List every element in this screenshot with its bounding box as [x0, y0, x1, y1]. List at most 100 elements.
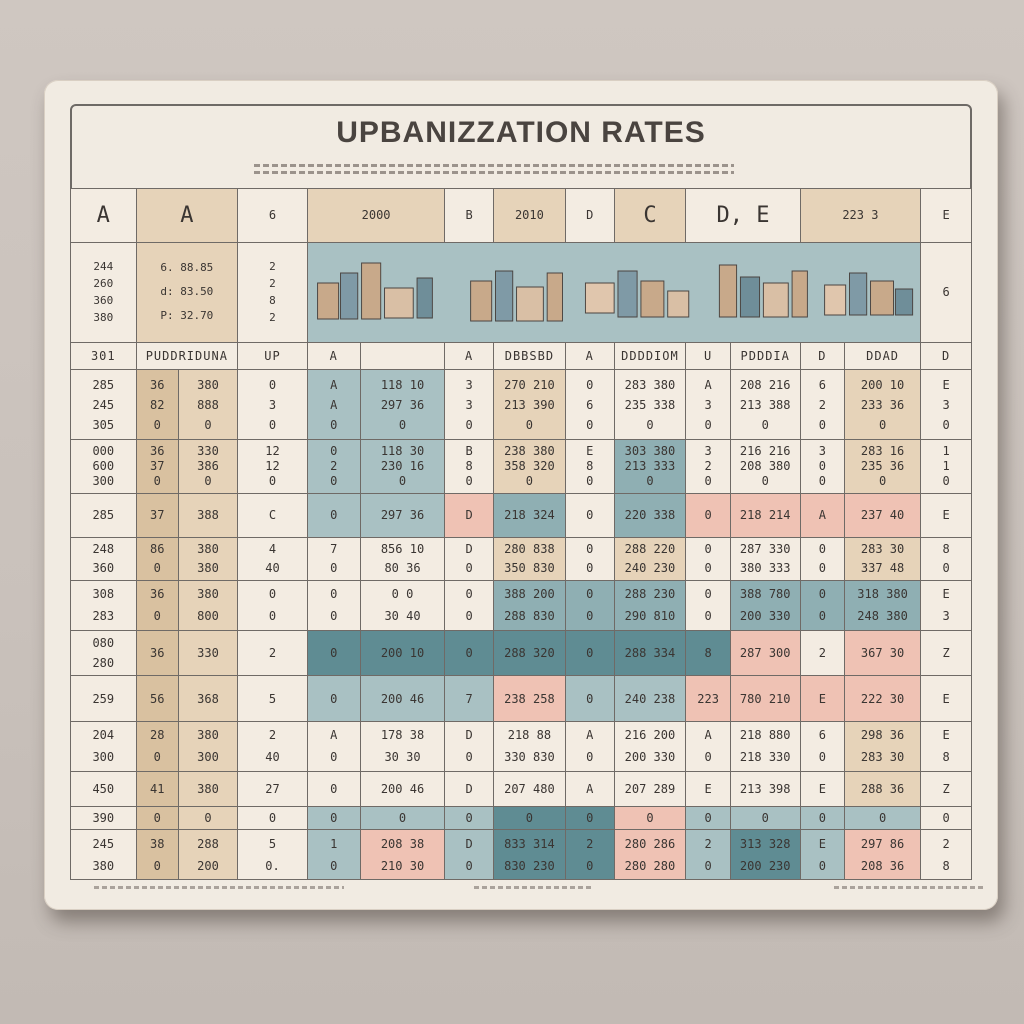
label-cell: D [799, 341, 846, 371]
header-cell: 2010 [492, 188, 566, 243]
table-card: UPBANIZZATION RATES A A 6 2000 B 2010 D … [44, 80, 998, 910]
table-cell: 856 10 80 36 [359, 536, 446, 582]
table-cell: 380 888 0 [177, 369, 239, 441]
table-row: 080 280 36 330 2 0 200 10 0 288 320 0 288 334 8 287… [70, 629, 972, 677]
table-cell: 330 386 0 [177, 439, 239, 494]
header-cell: A [135, 188, 239, 243]
table-cell: 297 86 208 36 [844, 829, 922, 880]
table-cell: D 0 [444, 720, 494, 772]
table-cell: 0 [844, 805, 922, 831]
table-cell: D 0 [444, 536, 494, 582]
table-cell: 200 46 [359, 675, 446, 722]
table-cell: 2 40 [237, 720, 308, 772]
table-cell: A A 0 [306, 369, 361, 441]
table-cell: 833 314 830 230 [492, 829, 566, 880]
table-cell: 8 0 [920, 536, 972, 582]
table-cell: E [920, 492, 972, 538]
table-cell: 285 [70, 492, 137, 538]
city-blocks-image [316, 262, 913, 322]
table-cell: 2 [237, 629, 308, 677]
table-cell: E 0 [799, 829, 846, 880]
table-cell: 6 0 [799, 720, 846, 772]
table-cell: 216 200 200 330 [613, 720, 687, 772]
table-cell: 218 214 [729, 492, 801, 538]
table-cell: 3 2 0 [685, 439, 731, 494]
table-cell: 38 0 [135, 829, 179, 880]
table-row: 204 300 28 0 380 300 2 40 A 0 178 38 30 30 D 0… [70, 720, 972, 772]
table-cell: 36 82 0 [135, 369, 179, 441]
table-cell: 0 0 30 40 [359, 580, 446, 631]
table-cell: 3 3 0 [444, 369, 494, 441]
table-cell: 2 [799, 629, 846, 677]
table-cell: 390 [70, 805, 137, 831]
label-cell: U [685, 341, 731, 371]
table-cell: 0 [306, 629, 361, 677]
table-cell: 270 210 213 390 0 [492, 369, 566, 441]
table-cell: 287 300 [729, 629, 801, 677]
table-cell: 303 380 213 333 0 [613, 439, 687, 494]
table-cell: 288 230 290 810 [613, 580, 687, 631]
table-cell: 237 40 [844, 492, 922, 538]
table-cell: 5 0. [237, 829, 308, 880]
row-values: 6. 88.85 d: 83.50 P: 32.70 [135, 241, 239, 343]
table-cell: 207 480 [492, 770, 566, 808]
table-cell: 0 [492, 805, 566, 831]
table-cell: 285 245 305 [70, 369, 137, 441]
table-cell: 283 16 235 36 0 [844, 439, 922, 494]
header-cell: D [564, 188, 615, 243]
table-cell: E [799, 675, 846, 722]
table-cell: 0 [613, 805, 687, 831]
label-cell: A [564, 341, 615, 371]
header-cell: C [613, 188, 687, 243]
table-cell: 0 [564, 629, 615, 677]
table-cell: 0 [135, 805, 179, 831]
table-cell: 0 [920, 805, 972, 831]
table-cell: E [685, 770, 731, 808]
table-cell: 200 10 [359, 629, 446, 677]
label-cell: D [920, 341, 972, 371]
table-cell: 5 [237, 675, 308, 722]
table-cell: 280 838 350 830 [492, 536, 566, 582]
illustration-row: 244 260 360 380 6. 88.85 d: 83.50 P: 32.… [70, 241, 972, 343]
table-cell: D [444, 492, 494, 538]
table-cell: 0 6 0 [564, 369, 615, 441]
table-cell: 388 200 288 830 [492, 580, 566, 631]
table-cell: 0 0 [799, 580, 846, 631]
table-row: 248 360 86 0 380 380 4 40 7 0 856 10 80 36 D 0… [70, 536, 972, 582]
table-row: 285 37 388 C 0 297 36 D 218 324 0 220 338 0 218 214… [70, 492, 972, 538]
table-cell: 388 [177, 492, 239, 538]
table-cell: 288 320 [492, 629, 566, 677]
table-cell: 218 88 330 830 [492, 720, 566, 772]
table-cell: 27 [237, 770, 308, 808]
table-cell: 388 780 200 330 [729, 580, 801, 631]
table-cell: 8 [685, 629, 731, 677]
table-cell: A 0 [564, 720, 615, 772]
table-cell: 2 0 [564, 829, 615, 880]
table-cell: 283 380 235 338 0 [613, 369, 687, 441]
table-cell: D 0 [444, 829, 494, 880]
table-cell: 7 [444, 675, 494, 722]
table-cell: 318 380 248 380 [844, 580, 922, 631]
label-cell: UP [237, 341, 308, 371]
table-cell: 1 0 [306, 829, 361, 880]
label-cell: 301 [70, 341, 137, 371]
table-cell: 297 36 [359, 492, 446, 538]
table-cell: 240 238 [613, 675, 687, 722]
table-cell: 0 0 [564, 536, 615, 582]
table-cell: E 8 0 [564, 439, 615, 494]
table-cell: 288 200 [177, 829, 239, 880]
table-cell: 178 38 30 30 [359, 720, 446, 772]
table-cell: A [564, 770, 615, 808]
table-cell: 380 380 [177, 536, 239, 582]
table-cell: 0 [685, 805, 731, 831]
table-cell: 204 300 [70, 720, 137, 772]
table-cell: 2 8 [920, 829, 972, 880]
header-cell: B [444, 188, 494, 243]
table-cell: 0 [564, 492, 615, 538]
table-cell: 367 30 [844, 629, 922, 677]
table-cell: 0 [444, 629, 494, 677]
table-cell: 41 [135, 770, 179, 808]
header-cell: 223 3 [799, 188, 922, 243]
table-cell: 12 12 0 [237, 439, 308, 494]
table-cell: 213 398 [729, 770, 801, 808]
